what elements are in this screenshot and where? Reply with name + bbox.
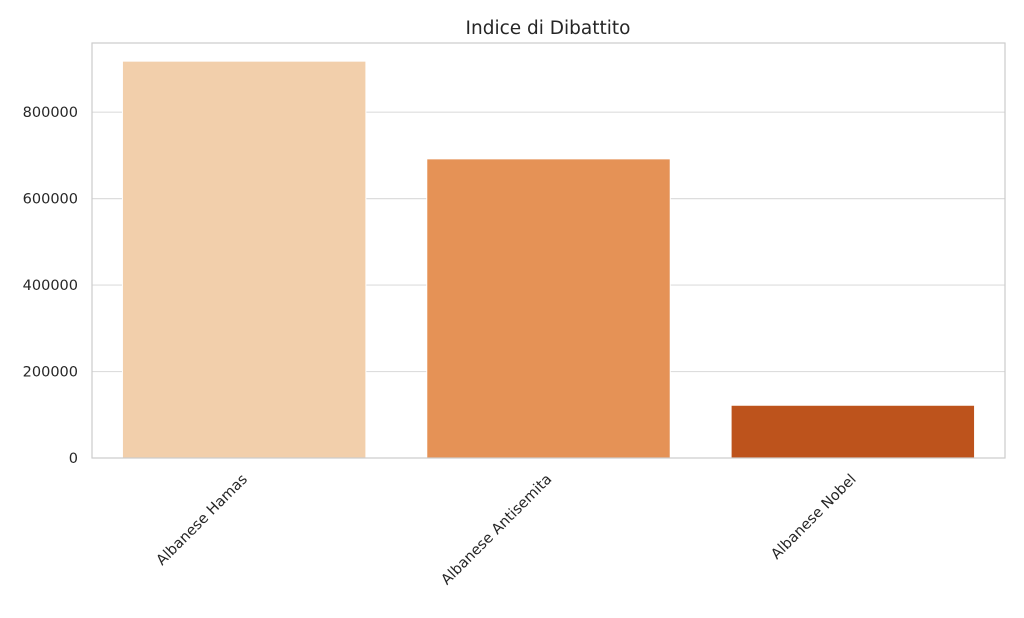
chart-title: Indice di Dibattito [466, 18, 631, 39]
x-tick-label: Albanese Hamas [154, 472, 251, 569]
x-tick-labels: Albanese Hamas Albanese Antisemita Albanes… [154, 472, 860, 589]
bar-albanese-antisemita [426, 158, 671, 459]
y-tick-labels: 0 200000 400000 600000 800000 [23, 105, 78, 467]
y-tick-label: 0 [69, 451, 78, 467]
plot-frame [91, 42, 1006, 459]
y-tick-label: 800000 [23, 105, 78, 121]
y-tick-label: 600000 [23, 192, 78, 208]
bars [121, 60, 976, 459]
y-tick-label: 400000 [23, 278, 78, 294]
x-tick-label: Albanese Antisemita [438, 472, 555, 589]
y-tick-label: 200000 [23, 365, 78, 381]
bar-albanese-nobel [730, 404, 976, 459]
bar-albanese-hamas [121, 60, 367, 459]
x-tick-label: Albanese Nobel [768, 472, 859, 563]
